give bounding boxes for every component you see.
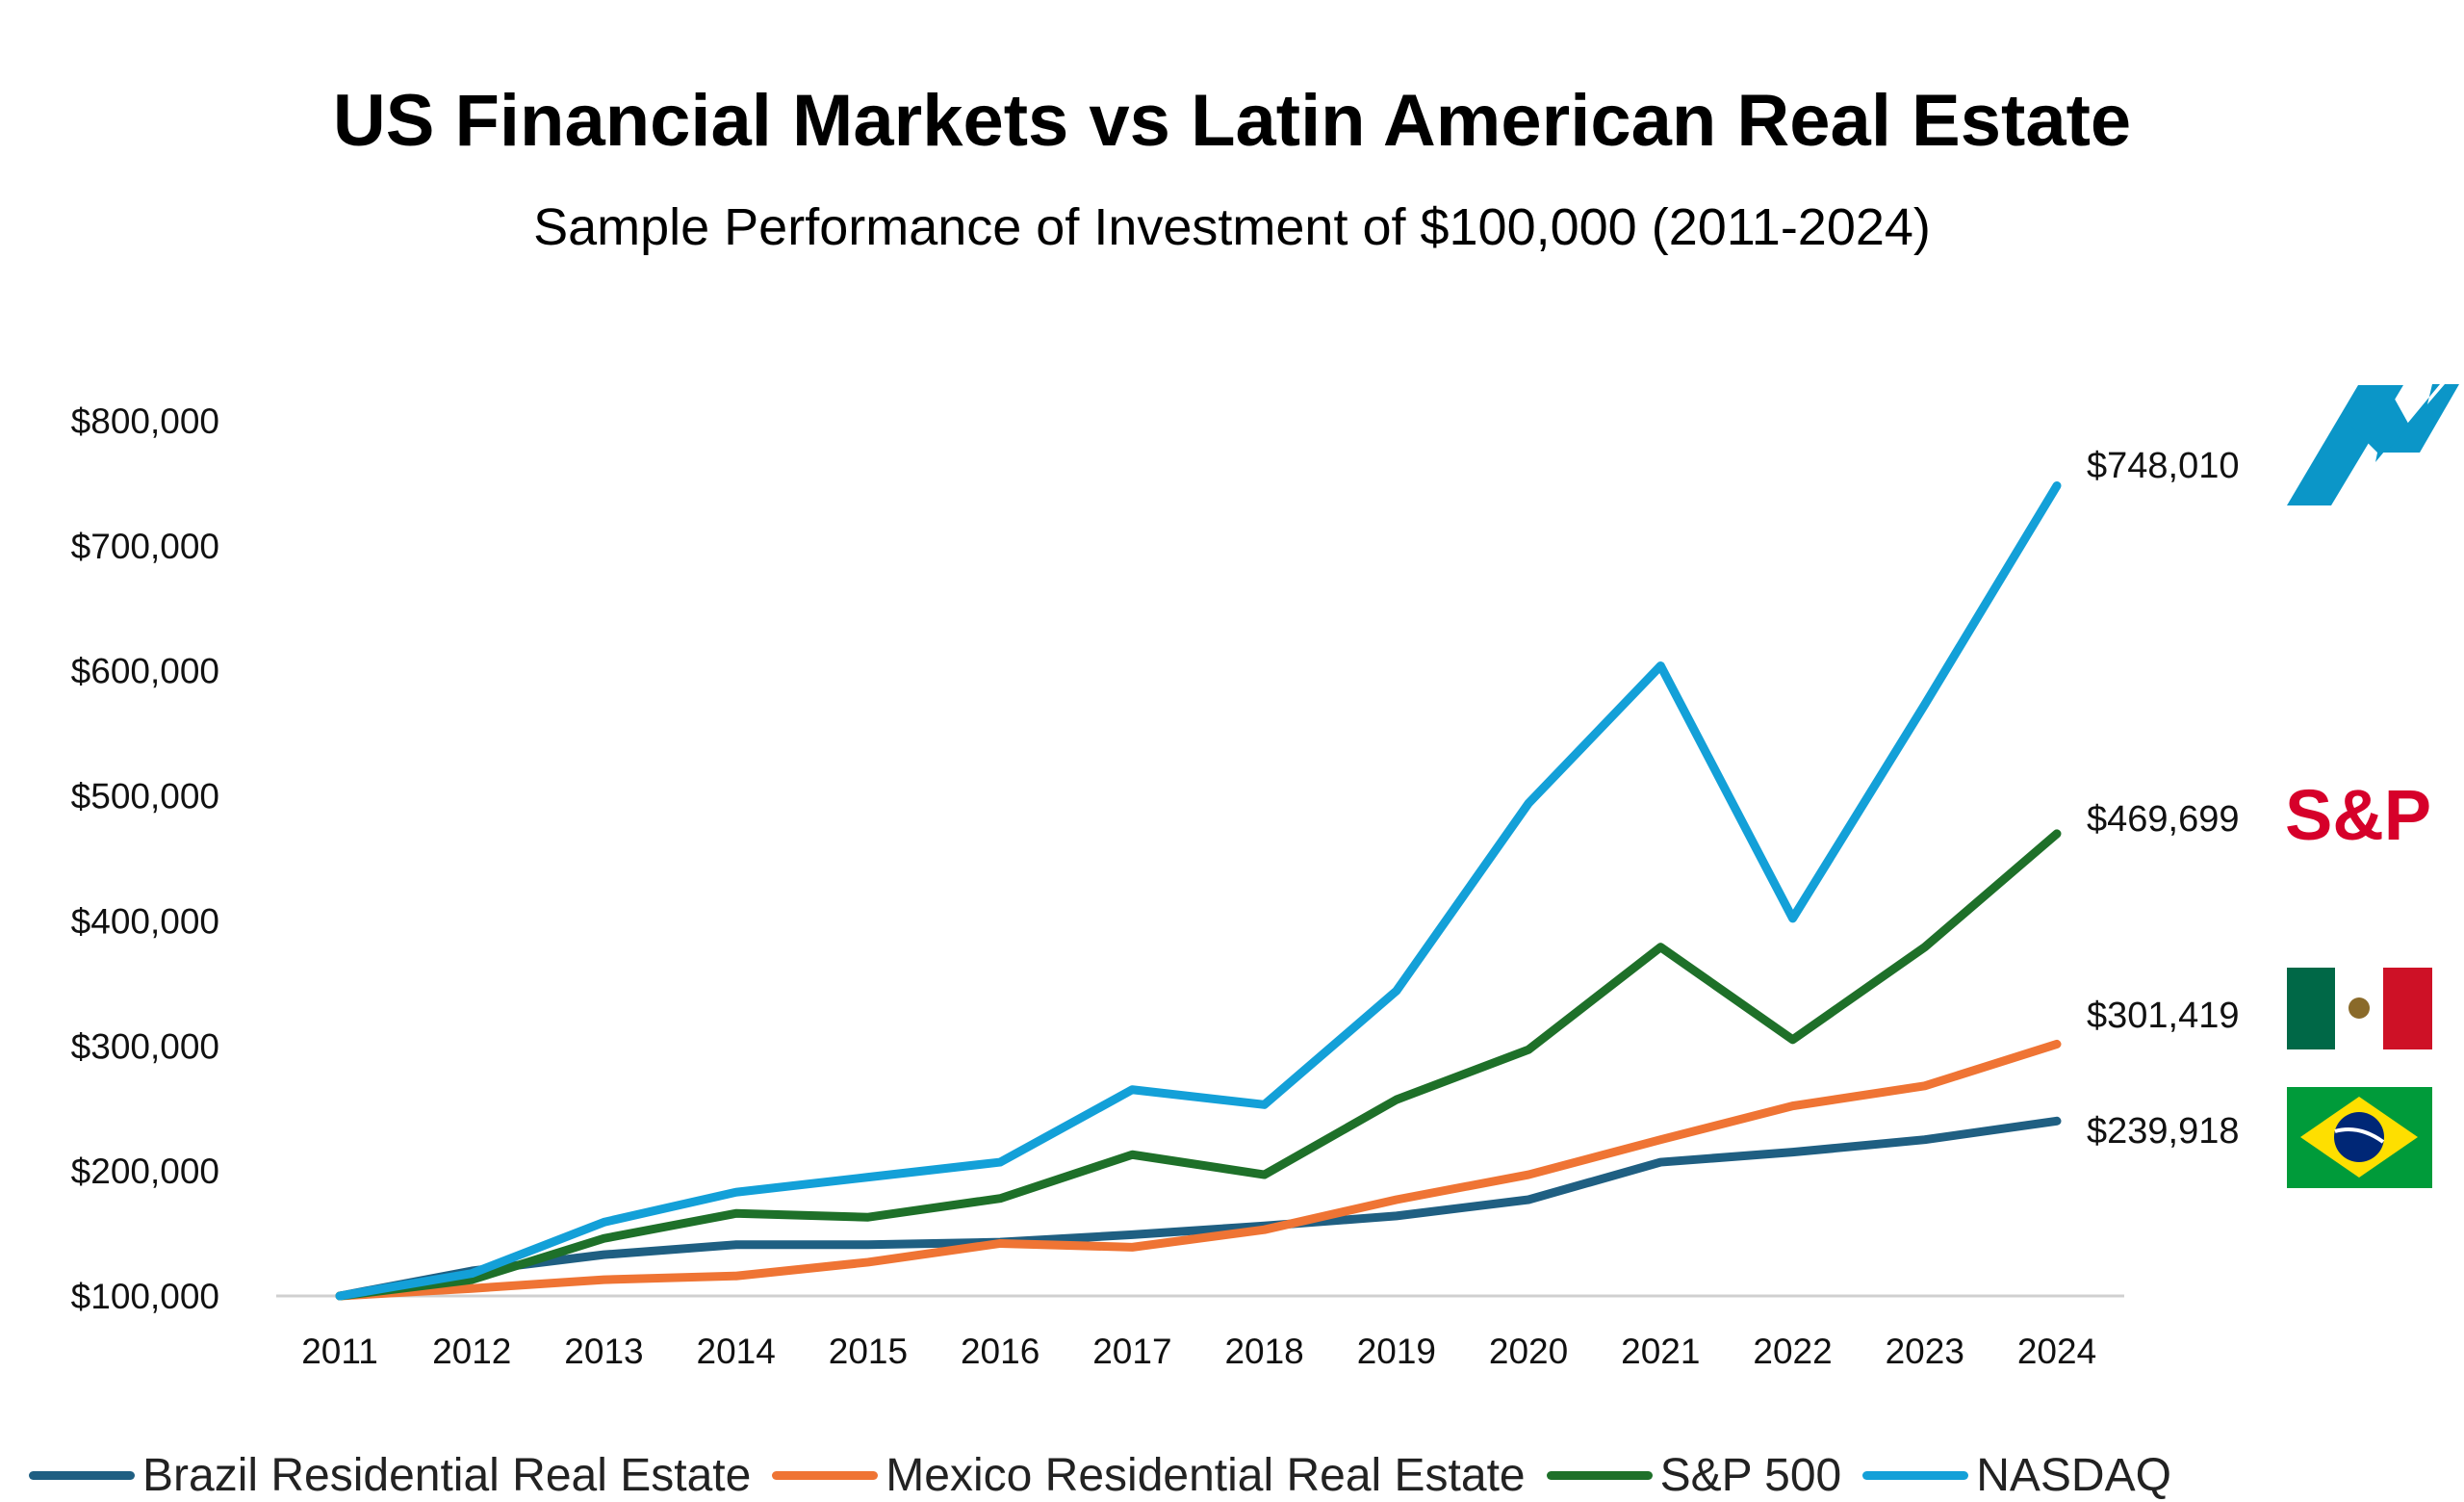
nasdaq-logo-icon [2287, 384, 2459, 505]
y-tick-label: $600,000 [71, 652, 219, 691]
legend-label: S&P 500 [1660, 1449, 1842, 1502]
legend-item: S&P 500 [1547, 1449, 1842, 1502]
x-tick-label: 2014 [697, 1332, 776, 1371]
y-tick-label: $500,000 [71, 777, 219, 816]
x-tick-label: 2018 [1224, 1332, 1303, 1371]
legend-label: NASDAQ [1976, 1449, 2171, 1502]
x-tick-label: 2012 [432, 1332, 511, 1371]
sp-logo: S&P [2285, 775, 2431, 855]
legend: Brazil Residential Real Estate Mexico Res… [29, 1449, 2193, 1502]
x-tick-label: 2024 [2017, 1332, 2096, 1371]
x-tick-label: 2015 [829, 1332, 908, 1371]
end-value-label: $748,010 [2087, 446, 2240, 486]
x-tick-label: 2019 [1357, 1332, 1436, 1371]
end-value-label: $301,419 [2087, 996, 2240, 1036]
y-tick-label: $800,000 [71, 401, 219, 441]
x-tick-label: 2017 [1092, 1332, 1171, 1371]
x-tick-label: 2023 [1886, 1332, 1964, 1371]
mexico-flag-icon [2287, 968, 2432, 1049]
x-tick-label: 2013 [564, 1332, 643, 1371]
y-tick-label: $400,000 [71, 901, 219, 941]
legend-item: NASDAQ [1862, 1449, 2171, 1502]
y-tick-label: $200,000 [71, 1152, 219, 1191]
legend-swatch [29, 1471, 135, 1480]
series-line-0 [340, 1121, 2057, 1296]
y-tick-label: $300,000 [71, 1026, 219, 1066]
legend-label: Mexico Residential Real Estate [886, 1449, 1525, 1502]
x-tick-label: 2020 [1489, 1332, 1568, 1371]
series-line-3 [340, 486, 2057, 1296]
x-tick-label: 2011 [301, 1332, 378, 1371]
end-value-label: $239,918 [2087, 1111, 2240, 1152]
legend-swatch [1547, 1471, 1653, 1480]
legend-item: Mexico Residential Real Estate [772, 1449, 1525, 1502]
brazil-flag-icon [2287, 1087, 2432, 1188]
x-tick-label: 2016 [961, 1332, 1040, 1371]
end-value-label: $469,699 [2087, 799, 2240, 840]
legend-swatch [1862, 1471, 1968, 1480]
x-tick-label: 2021 [1621, 1332, 1700, 1371]
legend-swatch [772, 1471, 878, 1480]
y-tick-label: $700,000 [71, 527, 219, 566]
x-tick-label: 2022 [1753, 1332, 1832, 1371]
legend-item: Brazil Residential Real Estate [29, 1449, 751, 1502]
legend-label: Brazil Residential Real Estate [142, 1449, 751, 1502]
y-tick-label: $100,000 [71, 1277, 219, 1316]
